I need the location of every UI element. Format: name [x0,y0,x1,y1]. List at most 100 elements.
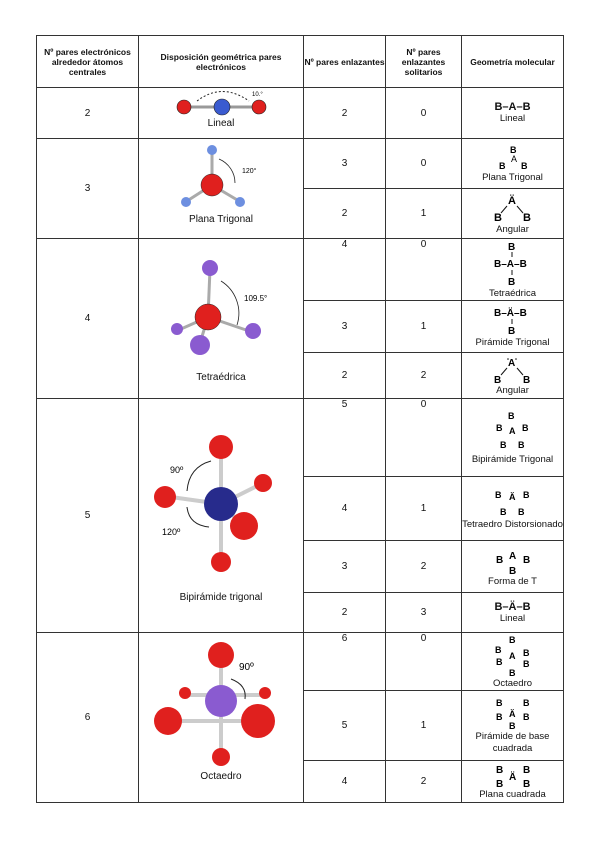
geometry-label: Pirámide Trigonal [475,336,550,348]
octahedral-formula-icon: B B B A B B B [495,635,530,678]
svg-text:B: B [518,440,525,450]
geometry-cell: B B–A–B B Tetraédrica [461,238,564,301]
tetrahedral-formula-icon: B B–A–B B [494,242,527,288]
lone-cell: 3 [385,592,462,633]
header-lone: Nº pares enlazantes solitarios [385,35,462,88]
angular-formula-icon: A B B [494,358,530,385]
lone-cell: 2 [385,760,462,803]
table-row: 5 90º 120º Bipi [36,398,564,633]
svg-text:B: B [509,668,516,678]
formula-text: B–A–B [494,101,531,113]
bonding-cell: 6 [303,632,386,691]
bonding-cell: 3 [303,300,386,353]
geometry-cell: B A B B Plana Trigonal [461,138,564,189]
lone-cell: 0 [385,87,462,139]
lone-cell: 2 [385,540,462,593]
seesaw-formula-icon: B Ä B B B [495,490,530,517]
table-row: 4 1 B Ä B B B Tetraedro Distorsionado [37,476,564,541]
svg-text:Ä: Ä [509,709,516,719]
svg-text:B: B [523,779,530,789]
pairs-cell: 4 [36,238,139,399]
lone-cell: 0 [385,632,462,691]
svg-text:Ä: Ä [509,770,516,783]
bonding-cell: 3 [303,138,386,189]
trigonal-planar-formula-icon: B A B B [499,145,528,171]
pairs-cell: 3 [36,138,139,239]
square-pyramidal-formula-icon: B B Ä B B B [496,698,530,731]
angle-label: 10.° [252,92,263,98]
svg-text:B: B [508,411,515,421]
header-row: Nº pares electrónicos alrededor átomos c… [36,35,564,88]
table-row: 6 90º Octaedro 6 [36,632,564,803]
bonding-cell: 3 [303,540,386,593]
formula-text: B–Ä–B [494,600,531,613]
svg-text:B: B [495,490,502,500]
svg-text:B: B [500,440,507,450]
lone-cell: 1 [385,300,462,353]
geometry-label: Plana cuadrada [479,788,546,800]
bonding-cell: 4 [303,238,386,301]
svg-text:B: B [494,212,502,224]
geometry-cell: B–Ä–B Lineal [461,592,564,633]
svg-text:B: B [496,779,503,789]
pairs-cell: 2 [36,87,139,139]
lone-cell: 0 [385,398,462,477]
disposition-label: Tetraédrica [196,372,246,383]
bonding-cell: 4 [303,760,386,803]
svg-text:Ä: Ä [509,492,516,502]
svg-text:B: B [500,507,507,517]
linear-molecule-model: 10.° [176,91,267,116]
lone-cell: 1 [385,188,462,239]
square-planar-formula-icon: B B Ä B B [496,765,530,789]
disposition-label: Lineal [207,118,235,129]
svg-text:A: A [509,551,516,562]
disposition-label: Octaedro [200,771,242,782]
geometry-cell: B–Ä–B B Pirámide Trigonal [461,300,564,353]
svg-text:B: B [509,566,516,576]
table-row: 2 2 A B B Angular [37,352,564,399]
lone-cell: 0 [385,238,462,301]
angular-formula-icon: Ä B B [494,194,531,224]
svg-text:B: B [495,645,502,655]
table-row: 2 1 Ä B B Angular [37,188,564,239]
header-bonding: Nº pares enlazantes [303,35,386,88]
geometry-label: Tetraédrica [489,287,536,299]
table-row: 4 109.5° Tetraédrica 4 0 [36,238,564,399]
svg-text:B: B [523,490,530,500]
bonding-cell: 5 [303,690,386,761]
svg-text:B: B [523,648,530,658]
geometry-label: Octaedro [492,677,533,689]
bonding-cell: 2 [303,352,386,399]
svg-text:A: A [509,651,516,661]
svg-text:B: B [523,375,530,385]
svg-text:B: B [523,212,531,224]
disposition-cell: 120° Plana Trigonal [138,138,304,239]
disposition-cell: 90º Octaedro [138,632,304,803]
svg-text:A: A [508,358,515,369]
trigonal-planar-molecule-model: 120° [181,145,257,207]
tetrahedral-molecule-model: 109.5° [171,260,267,355]
disposition-cell: 10.° Lineal [138,87,304,139]
svg-text:B–Ä–B: B–Ä–B [494,306,527,319]
geometry-label: Angular [496,384,529,396]
svg-text:B: B [509,721,516,731]
geometry-label: Bipirámide Trigonal [471,453,554,465]
pairs-cell: 5 [36,398,139,633]
svg-text:A: A [511,154,517,164]
lone-cell: 0 [385,138,462,189]
geometry-cell: Ä B B Angular [461,188,564,239]
svg-text:B: B [496,423,503,433]
trigonal-pyramidal-formula-icon: B–Ä–B B [494,306,527,337]
svg-text:B: B [496,698,503,708]
geometry-cell: B B B A B B B Octaedro [461,632,564,691]
angle-label: 120° [242,167,257,175]
lone-cell: 1 [385,690,462,761]
svg-text:B: B [523,698,530,708]
table-row: 3 120° Plana Trigonal 3 0 [36,138,564,239]
disposition-cell: 90º 120º Bipirámide trigonal [138,398,304,633]
svg-text:B: B [508,242,515,253]
header-disposition: Disposición geométrica pares electrónico… [138,35,304,88]
svg-text:B: B [499,161,506,171]
svg-text:B: B [508,277,515,288]
trigonal-bipyramidal-molecule-model: 90º 120º [154,435,272,572]
